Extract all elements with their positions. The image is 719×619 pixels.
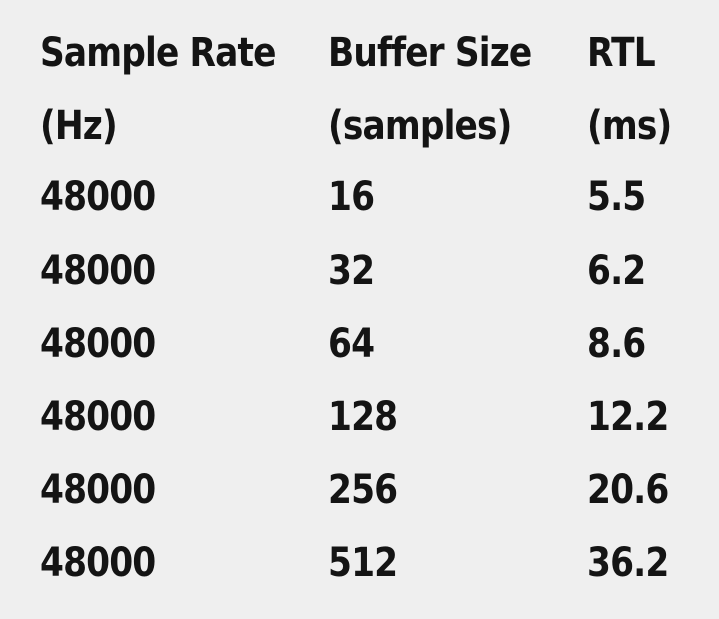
cell-rtl: 8.6 (587, 321, 646, 367)
header-sample-rate: Sample Rate (40, 30, 276, 76)
cell-rtl: 36.2 (587, 540, 669, 586)
cell-rtl: 6.2 (587, 248, 646, 294)
header-buffer-size: Buffer Size (328, 30, 532, 76)
header-buffer-size-unit: (samples) (328, 103, 512, 149)
cell-sample-rate: 48000 (40, 467, 156, 513)
cell-sample-rate: 48000 (40, 394, 156, 440)
cell-sample-rate: 48000 (40, 174, 156, 220)
header-rtl-unit: (ms) (587, 103, 672, 149)
cell-buffer-size: 512 (328, 540, 398, 586)
cell-sample-rate: 48000 (40, 248, 156, 294)
cell-rtl: 5.5 (587, 174, 646, 220)
cell-sample-rate: 48000 (40, 540, 156, 586)
header-rtl: RTL (587, 30, 656, 76)
cell-rtl: 12.2 (587, 394, 669, 440)
cell-sample-rate: 48000 (40, 321, 156, 367)
cell-buffer-size: 256 (328, 467, 398, 513)
cell-buffer-size: 32 (328, 248, 375, 294)
cell-rtl: 20.6 (587, 467, 669, 513)
header-sample-rate-unit: (Hz) (40, 103, 118, 149)
cell-buffer-size: 64 (328, 321, 375, 367)
cell-buffer-size: 16 (328, 174, 375, 220)
cell-buffer-size: 128 (328, 394, 398, 440)
